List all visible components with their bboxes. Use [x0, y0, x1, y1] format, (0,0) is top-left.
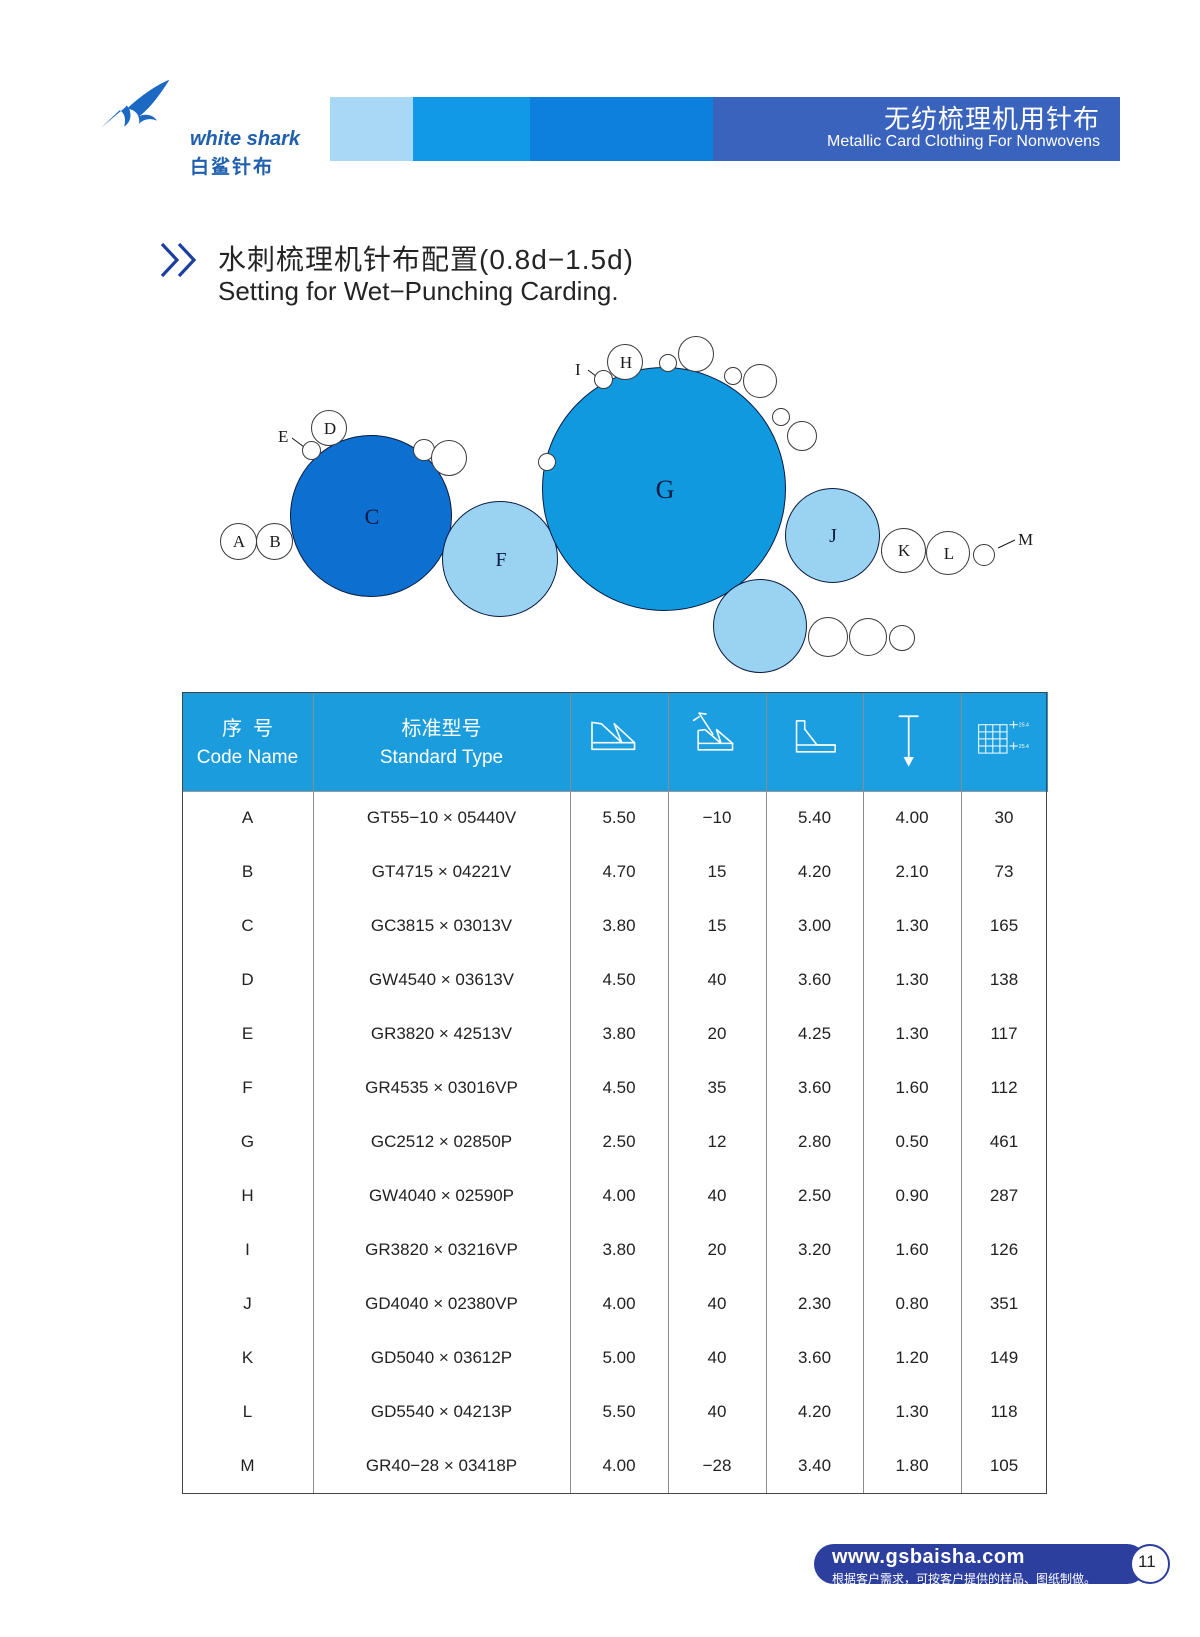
svg-text:25.4: 25.4 — [1019, 723, 1029, 729]
svg-text:25.4: 25.4 — [1019, 744, 1029, 750]
